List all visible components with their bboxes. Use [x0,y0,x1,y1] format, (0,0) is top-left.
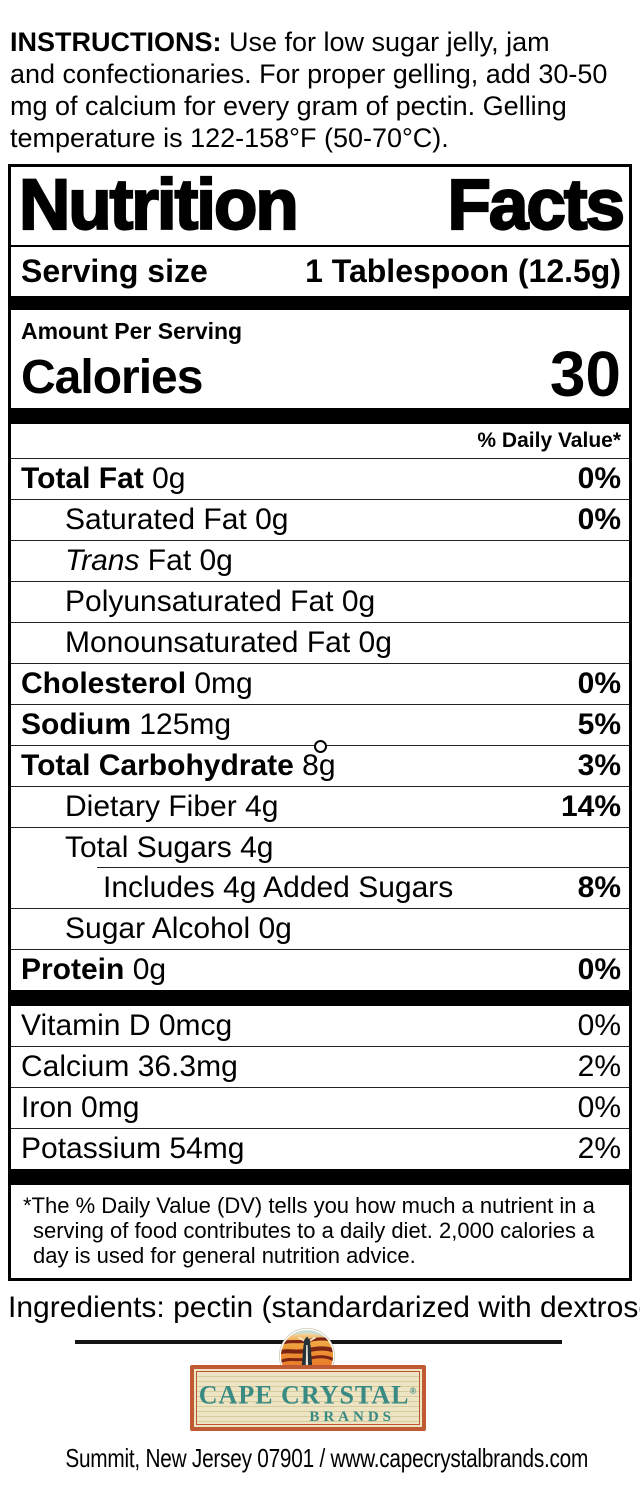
brand-logo-block: CAPE CRYSTAL® BRANDS [0,1327,640,1437]
daily-value-pct: 0% [577,952,621,986]
daily-value-pct: 3% [577,748,621,782]
thick-divider-bar [11,296,629,311]
daily-value-pct: 5% [577,707,621,741]
daily-value-pct: 0% [577,666,621,700]
nutrient-row-sugar-alcohol: Sugar Alcohol 0g [11,907,629,949]
nutrient-row-sodium: Sodium 125mg 5% [11,703,629,745]
serving-size-value: 1 Tablespoon (12.5g) [305,253,621,290]
daily-value-pct: 14% [560,789,621,823]
brand-plaque: CAPE CRYSTAL® BRANDS [190,1364,426,1431]
nutrition-facts-panel: Nutrition Facts Serving size 1 Tablespoo… [8,164,632,1281]
footnote-line-2: serving of food contributes to a daily d… [33,1217,595,1243]
vitamin-row-iron: Iron 0mg 0% [11,1086,629,1128]
nutrient-row-trans-fat: Trans Fat 0g [11,539,629,581]
thick-divider-bar [11,989,629,1006]
amount-per-serving-label: Amount Per Serving [21,318,243,345]
daily-value-pct: 2% [577,1049,621,1083]
stray-circle-artifact [314,739,327,753]
daily-value-header: % Daily Value* [477,428,621,452]
daily-value-pct: 2% [577,1131,621,1165]
instructions-line-2: and confectionaries. For proper gelling,… [10,59,608,89]
serving-size-row: Serving size 1 Tablespoon (12.5g) [11,247,629,296]
nutrient-row-total-carbohydrate: Total Carbohydrate 8g 3% [11,739,629,786]
brand-name: CAPE CRYSTAL® [198,1380,418,1410]
thick-divider-bar [11,1168,629,1185]
daily-value-pct: 0% [577,461,621,495]
footnote-line-3: day is used for general nutrition advice… [33,1242,416,1268]
thick-divider-bar [11,407,629,424]
nutrient-row-saturated-fat: Saturated Fat 0g 0% [11,498,629,540]
ingredients-label: Ingredients: [8,1290,165,1324]
nutrient-row-total-sugars: Total Sugars 4g [11,826,629,868]
calories-label: Calories [21,351,203,405]
nutrient-row-polyunsaturated-fat: Polyunsaturated Fat 0g [11,580,629,622]
instructions-label: INSTRUCTIONS: [10,27,222,57]
title-word-nutrition: Nutrition [18,166,300,245]
daily-value-pct: 0% [577,1090,621,1124]
calories-value: 30 [549,337,621,410]
brand-subname: BRANDS [309,1409,395,1425]
instructions-line-1-rest: Use for low sugar jelly, jam [221,27,550,57]
registered-trademark-icon: ® [409,1385,418,1396]
nutrient-row-added-sugars: Includes 4g Added Sugars 8% [11,866,629,908]
nutrient-row-protein: Protein 0g 0% [11,948,629,990]
instructions-line-3: mg of calcium for every gram of pectin. … [10,91,567,121]
vitamin-row-potassium: Potassium 54mg 2% [11,1127,629,1169]
vitamin-row-vitamin-d: Vitamin D 0mcg 0% [21,1008,621,1042]
nutrient-row-cholesterol: Cholesterol 0mg 0% [11,662,629,704]
brand-plaque-inner: CAPE CRYSTAL® BRANDS [196,1370,420,1425]
calories-row: Calories 30 [11,337,629,410]
instructions-block: INSTRUCTIONS: Use for low sugar jelly, j… [0,0,640,154]
daily-value-pct: 0% [577,1008,621,1042]
serving-size-label: Serving size [21,253,208,290]
title-word-facts: Facts [446,166,626,245]
daily-value-pct: 0% [577,502,621,536]
instructions-line-1: INSTRUCTIONS: Use for low sugar jelly, j… [10,26,634,58]
daily-value-pct: 8% [577,870,621,904]
nutrient-row-total-fat: Total Fat 0g 0% [11,457,629,499]
daily-value-footnote: *The % Daily Value (DV) tells you how mu… [11,1185,629,1278]
nutrient-row-dietary-fiber: Dietary Fiber 4g 14% [11,785,629,827]
nutrition-facts-title: Nutrition Facts [11,166,629,248]
footnote-line-1: *The % Daily Value (DV) tells you how mu… [23,1192,595,1218]
ingredients-line: Ingredients: pectin (standardarized with… [0,1281,640,1325]
ingredients-text: pectin (standardarized with dextrose) [164,1290,640,1324]
nutrient-row-monounsaturated-fat: Monounsaturated Fat 0g [11,621,629,663]
instructions-line-4: temperature is 122-158°F (50-70°C). [10,123,449,153]
address-website-footer: Summit, New Jersey 07901 / www.capecryst… [65,1442,589,1473]
vitamin-row-calcium: Calcium 36.3mg 2% [11,1045,629,1087]
